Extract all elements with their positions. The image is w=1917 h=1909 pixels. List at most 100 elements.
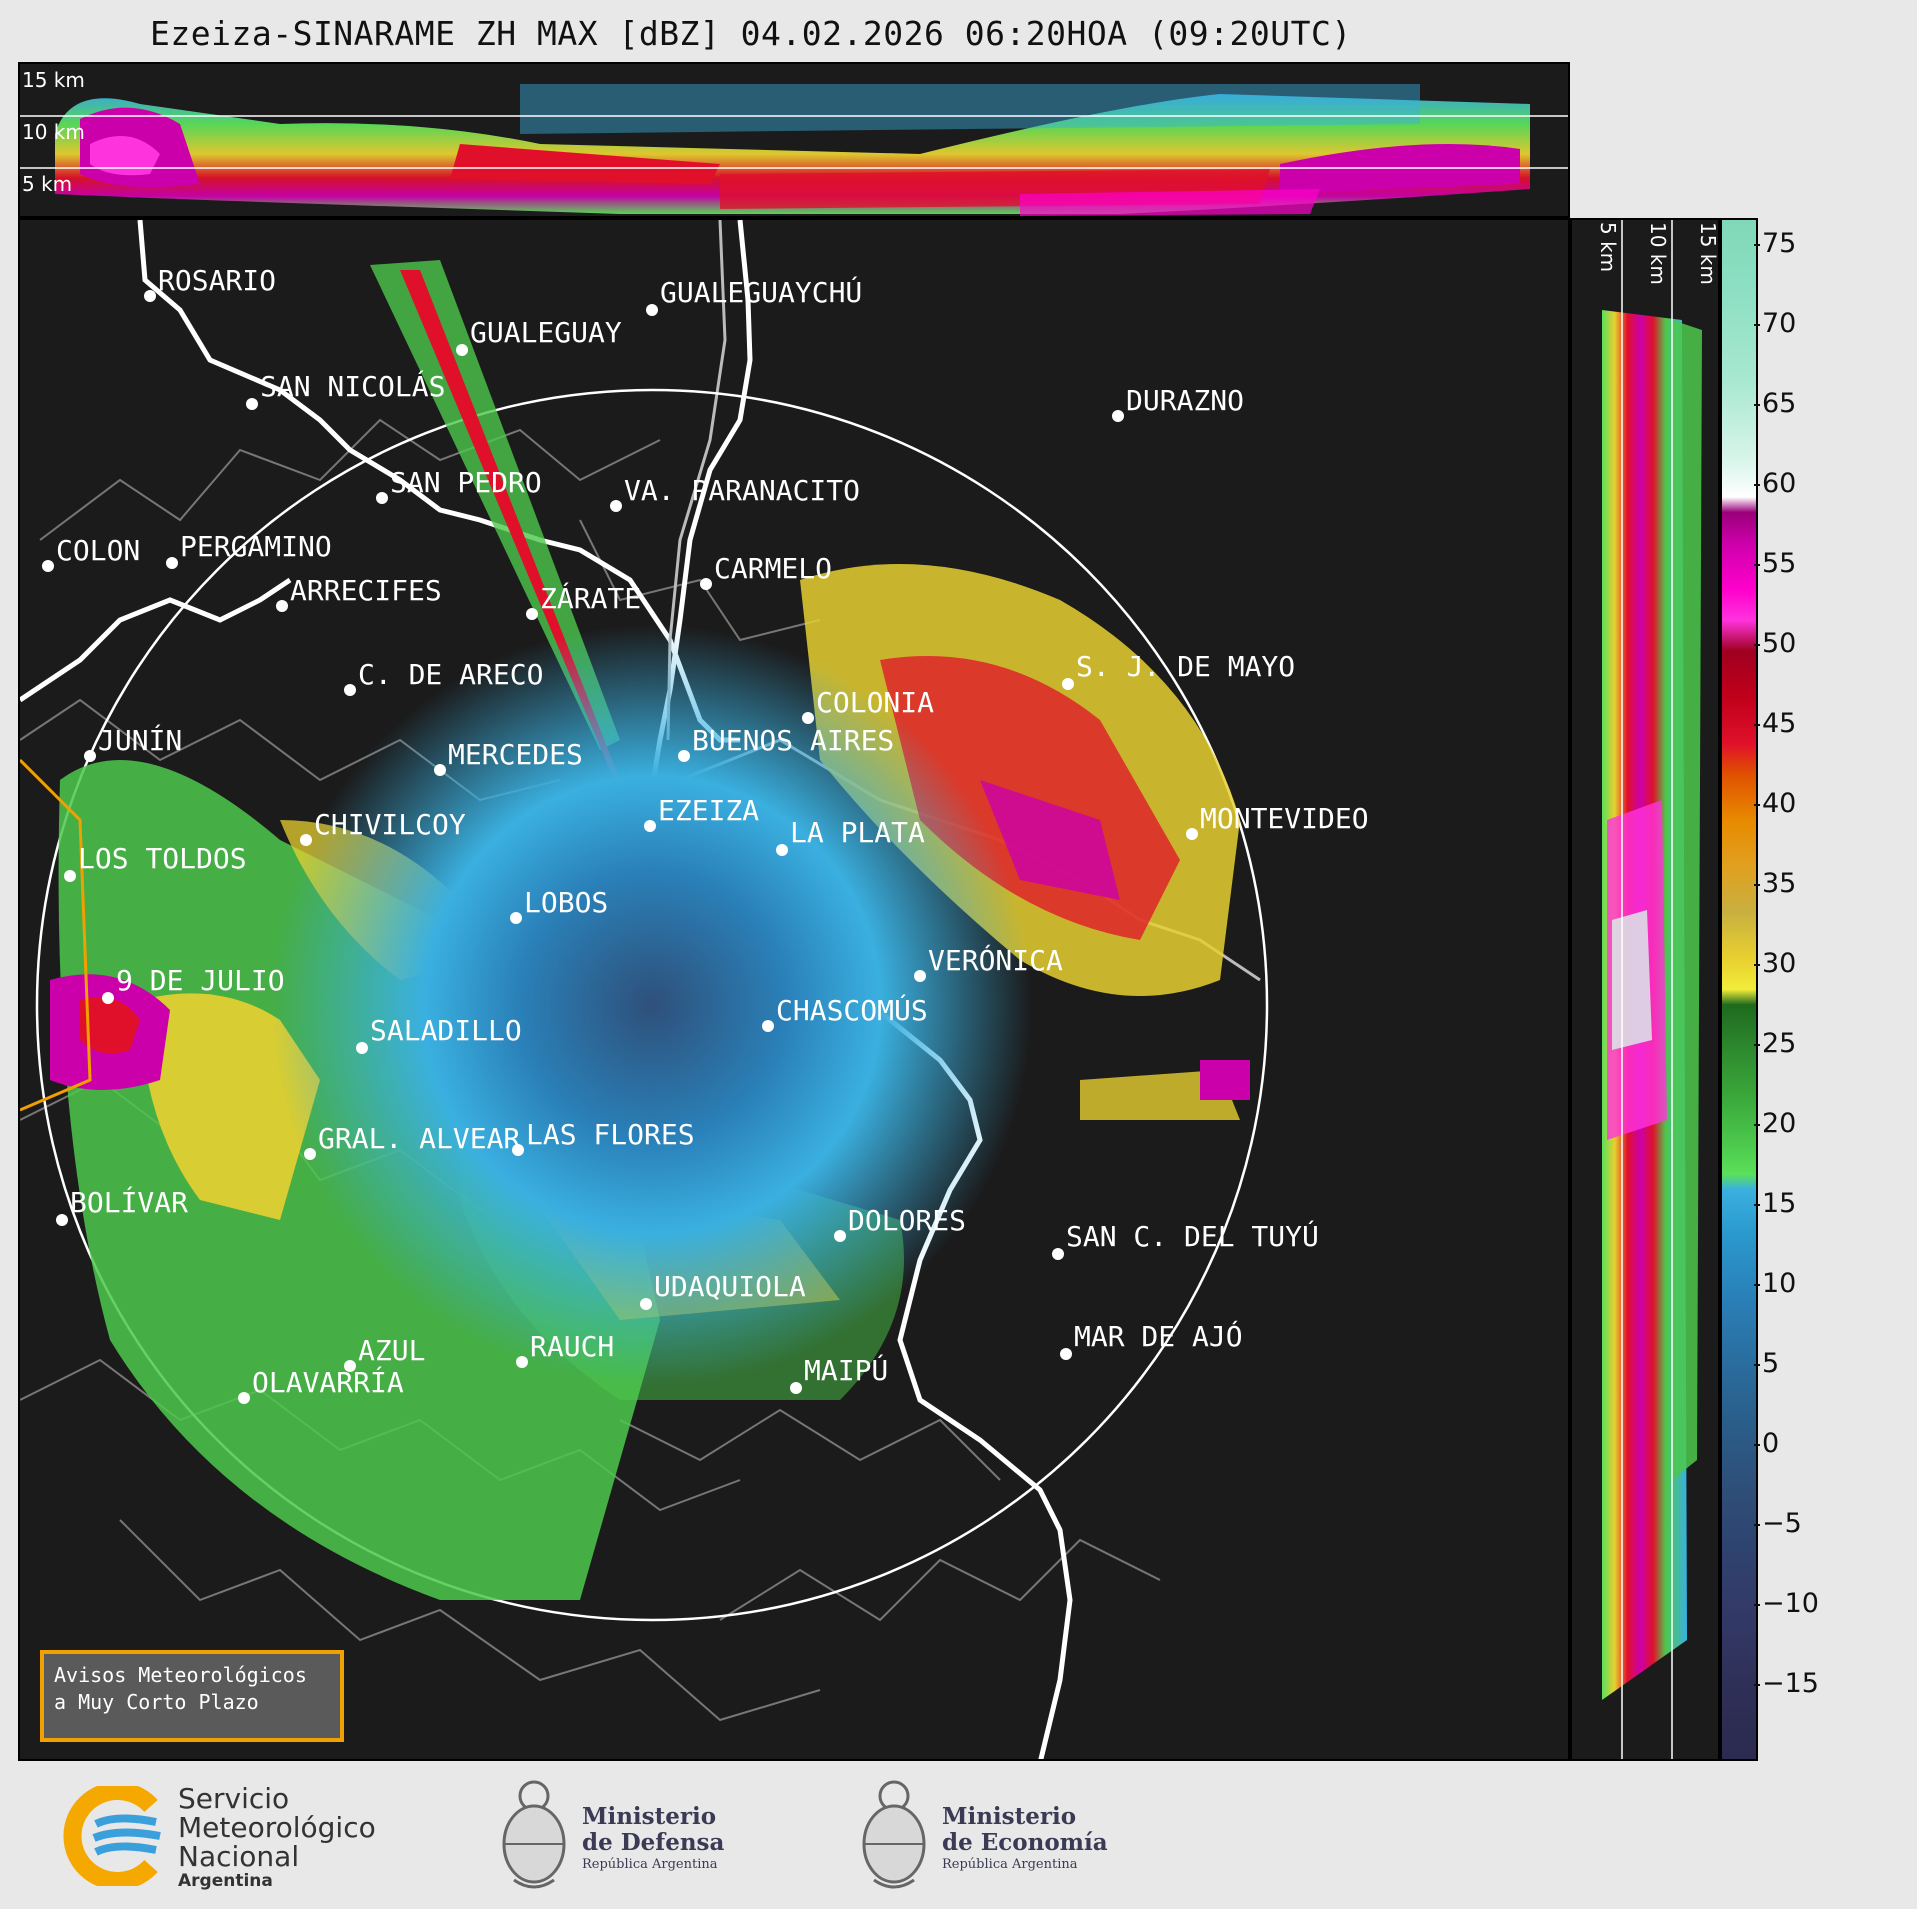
side-km-label-5: 5 km <box>1596 222 1620 273</box>
colorbar-tick-60: 60 <box>1753 468 1797 499</box>
city-dot-san-pedro <box>376 492 388 504</box>
city-label-san-pedro: SAN PEDRO <box>390 466 542 499</box>
warning-area-line <box>20 758 92 1112</box>
top-km-label-5: 5 km <box>22 172 73 196</box>
city-dot-ezeiza <box>644 820 656 832</box>
city-dot-las-flores <box>512 1144 524 1156</box>
radar-range-ring <box>35 388 1269 1622</box>
colorbar-tick-minus-5: −5 <box>1754 1508 1802 1539</box>
city-dot-san-c-del-tuyu <box>1052 1248 1064 1260</box>
top-km-label-15: 15 km <box>22 68 85 92</box>
city-label-saladillo: SALADILLO <box>370 1014 522 1047</box>
city-dot-carmelo <box>700 578 712 590</box>
city-label-pergamino: PERGAMINO <box>180 530 332 563</box>
radar-map-panel: ROSARIO GUALEGUAYCHÚ GUALEGUAY SAN NICOL… <box>18 218 1570 1761</box>
city-label-lobos: LOBOS <box>524 886 609 919</box>
escudo-icon <box>862 1780 926 1889</box>
city-dot-bolivar <box>56 1214 68 1226</box>
city-label-carmelo: CARMELO <box>714 552 833 585</box>
colorbar-tick-70: 70 <box>1753 308 1797 339</box>
colorbar-tick-5: 5 <box>1753 1348 1780 1379</box>
colorbar-tick-65: 65 <box>1753 388 1797 419</box>
ministerio-economia-logo: Ministerio de Economía República Argenti… <box>854 1774 1124 1900</box>
city-dot-rauch <box>516 1356 528 1368</box>
colorbar-tick-minus-15: −15 <box>1754 1668 1819 1699</box>
city-dot-mar-de-ajo <box>1060 1348 1072 1360</box>
colorbar-tick-45: 45 <box>1753 708 1797 739</box>
city-label-dolores: DOLORES <box>848 1204 967 1237</box>
city-dot-azul <box>344 1360 356 1372</box>
colorbar-tick-55: 55 <box>1753 548 1797 579</box>
escudo-icon <box>502 1780 566 1889</box>
colorbar-tick-minus-10: −10 <box>1754 1588 1819 1619</box>
city-dot-9-de-julio <box>102 992 114 1004</box>
city-dot-c-de-areco <box>344 684 356 696</box>
top-cross-section-panel: 15 km 10 km 5 km <box>18 62 1570 218</box>
city-dot-chivilcoy <box>300 834 312 846</box>
defensa-line1: Ministerio <box>582 1803 717 1830</box>
city-label-c-de-areco: C. DE ARECO <box>358 658 544 691</box>
city-dot-veronica <box>914 970 926 982</box>
colorbar-tick-0: 0 <box>1753 1428 1780 1459</box>
city-label-rauch: RAUCH <box>530 1330 615 1363</box>
avisos-line1: Avisos Meteorológicos <box>54 1663 307 1687</box>
city-label-los-toldos: LOS TOLDOS <box>78 842 247 875</box>
city-label-azul: AZUL <box>358 1334 426 1367</box>
city-label-san-c-del-tuyu: SAN C. DEL TUYÚ <box>1066 1220 1319 1253</box>
side-km-label-10: 10 km <box>1646 222 1670 285</box>
city-dot-la-plata <box>776 844 788 856</box>
city-dot-dolores <box>834 1230 846 1242</box>
colorbar-tick-50: 50 <box>1753 628 1797 659</box>
city-dot-buenos-aires <box>678 750 690 762</box>
city-label-va-paranacito: VA. PARANACITO <box>624 474 861 507</box>
city-dot-montevideo <box>1186 828 1198 840</box>
colorbar-tick-20: 20 <box>1753 1108 1797 1139</box>
smn-logo-icon <box>63 1786 161 1886</box>
city-dot-udaquiola <box>640 1298 652 1310</box>
city-dot-pergamino <box>166 557 178 569</box>
smn-line1: Servicio <box>178 1782 290 1815</box>
smn-line2: Meteorológico <box>178 1811 376 1844</box>
city-dot-san-nicolas <box>246 398 258 410</box>
defensa-line2: de Defensa <box>582 1829 725 1856</box>
side-cross-section-plot <box>1602 220 1702 1759</box>
ministerio-defensa-logo: Ministerio de Defensa República Argentin… <box>494 1774 754 1900</box>
city-label-gualeguaychu: GUALEGUAYCHÚ <box>660 276 863 309</box>
city-dot-junin <box>84 750 96 762</box>
city-dot-lobos <box>510 912 522 924</box>
city-dot-rosario <box>144 290 156 302</box>
city-label-la-plata: LA PLATA <box>790 816 925 849</box>
city-label-maipu: MAIPÚ <box>804 1354 889 1387</box>
city-label-zarate: ZÁRATE <box>540 582 642 615</box>
city-dot-arrecifes <box>276 600 288 612</box>
city-label-chivilcoy: CHIVILCOY <box>314 808 466 841</box>
city-dot-saladillo <box>356 1042 368 1054</box>
city-dot-maipu <box>790 1382 802 1394</box>
top-km-label-10: 10 km <box>22 120 85 144</box>
avisos-button[interactable]: Avisos Meteorológicos a Muy Corto Plazo <box>40 1650 344 1742</box>
city-dot-olavarria <box>238 1392 250 1404</box>
city-label-gualeguay: GUALEGUAY <box>470 316 622 349</box>
colorbar-tick-30: 30 <box>1753 948 1797 979</box>
side-km-label-15: 15 km <box>1696 222 1720 285</box>
city-label-rosario: ROSARIO <box>158 264 277 297</box>
smn-line4: Argentina <box>178 1871 273 1891</box>
city-dot-gualeguaychu <box>646 304 658 316</box>
city-label-buenos-aires: BUENOS AIRES <box>692 724 895 757</box>
city-dot-zarate <box>526 608 538 620</box>
city-dot-durazno <box>1112 410 1124 422</box>
economia-line2: de Economía <box>942 1829 1108 1856</box>
city-label-bolivar: BOLÍVAR <box>70 1186 189 1219</box>
city-label-gral-alvear: GRAL. ALVEAR <box>318 1122 521 1155</box>
colorbar-tick-35: 35 <box>1753 868 1797 899</box>
colorbar-tick-75: 75 <box>1753 228 1797 259</box>
city-label-las-flores: LAS FLORES <box>526 1118 695 1151</box>
city-dot-mercedes <box>434 764 446 776</box>
city-label-veronica: VERÓNICA <box>928 944 1063 977</box>
city-label-junin: JUNÍN <box>98 724 183 757</box>
city-label-mercedes: MERCEDES <box>448 738 583 771</box>
smn-line3: Nacional <box>178 1840 300 1873</box>
city-label-mar-de-ajo: MAR DE AJÓ <box>1074 1320 1243 1353</box>
city-dot-colon <box>42 560 54 572</box>
city-dot-gral-alvear <box>304 1148 316 1160</box>
